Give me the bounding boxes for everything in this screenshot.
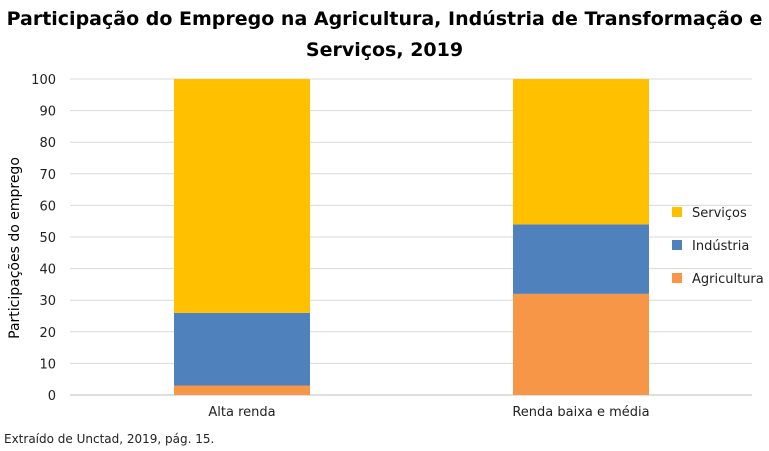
- y-tick-label: 0: [48, 389, 56, 404]
- y-axis-title: Participações do emprego: [7, 157, 23, 339]
- y-tick-label: 60: [39, 199, 56, 214]
- y-tick-label: 80: [39, 136, 56, 151]
- y-tick-label: 40: [39, 263, 56, 278]
- y-tick-label: 30: [39, 294, 56, 309]
- y-tick-label: 70: [39, 168, 56, 183]
- source-note: Extraído de Unctad, 2019, pág. 15.: [4, 432, 215, 446]
- bars: [174, 79, 649, 395]
- bar-segment: [174, 79, 310, 313]
- x-category-label: Alta renda: [208, 405, 275, 420]
- legend-swatch: [672, 207, 682, 217]
- legend-label: Serviços: [692, 206, 747, 221]
- bar-segment: [513, 79, 649, 225]
- y-tick-label: 20: [39, 326, 56, 341]
- bar-segment: [174, 385, 310, 395]
- legend-label: Indústria: [692, 239, 749, 254]
- legend: Serviços Indústria Agricultura: [672, 206, 764, 287]
- bar-segment: [174, 312, 310, 386]
- legend-swatch: [672, 240, 682, 250]
- bar-segment: [513, 224, 649, 294]
- chart-title-line-2: Serviços, 2019: [305, 39, 464, 61]
- y-tick-label: 50: [39, 231, 56, 246]
- y-tick-label: 10: [39, 357, 56, 372]
- chart-title-line-1: Participação do Emprego na Agricultura, …: [6, 8, 763, 30]
- gridlines: [70, 78, 752, 396]
- chart-title: Participação do Emprego na Agricultura, …: [0, 4, 769, 66]
- y-tick-label: 90: [39, 105, 56, 120]
- x-category-label: Renda baixa e média: [512, 405, 649, 420]
- x-axis-categories: Alta renda Renda baixa e média: [208, 405, 649, 420]
- legend-label: Agricultura: [692, 272, 764, 287]
- legend-swatch: [672, 273, 682, 283]
- bar-segment: [513, 293, 649, 395]
- y-axis-ticks: 0 10 20 30 40 50 60 70 80 90 100: [31, 73, 56, 404]
- y-tick-label: 100: [31, 73, 56, 88]
